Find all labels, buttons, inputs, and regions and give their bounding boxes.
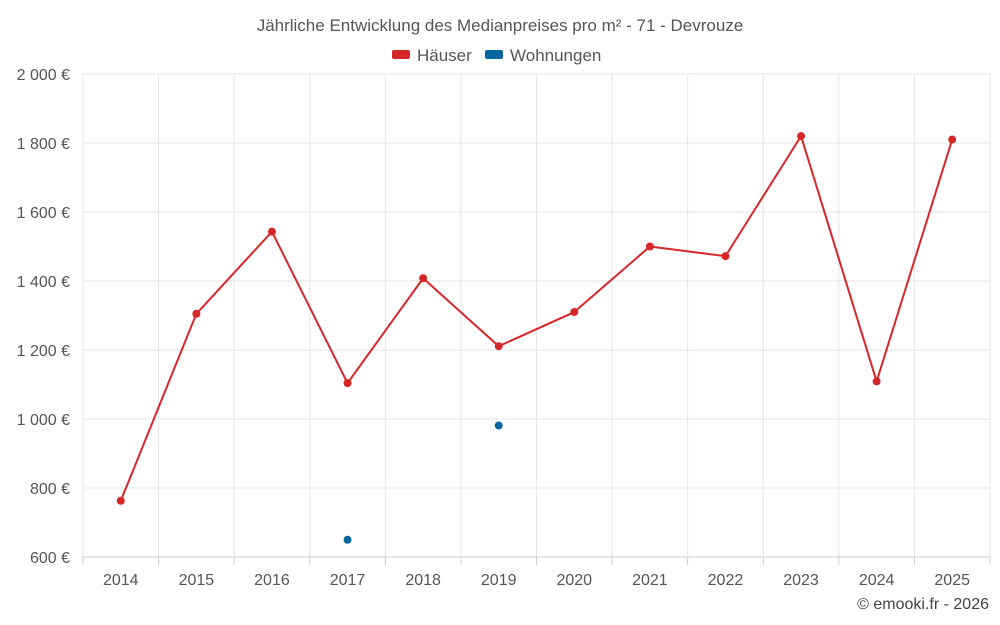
series-line-haeuser <box>119 135 954 502</box>
credit-text: © emooki.fr - 2026 <box>857 596 989 613</box>
data-point-haeuser-2018[interactable] <box>419 274 428 283</box>
x-tick-label: 2025 <box>934 572 970 589</box>
legend-label-wohnungen: Wohnungen <box>510 46 601 65</box>
series-layer <box>116 132 957 544</box>
y-tick-label: 1 000 € <box>17 412 70 429</box>
x-tick-label: 2016 <box>254 572 290 589</box>
data-point-haeuser-2019[interactable] <box>494 342 503 351</box>
x-tick-label: 2022 <box>708 572 744 589</box>
legend-swatch-haeuser <box>392 50 410 59</box>
y-tick-label: 600 € <box>30 550 70 567</box>
x-tick-label: 2019 <box>481 572 517 589</box>
grid <box>82 73 991 558</box>
x-tick-label: 2023 <box>783 572 819 589</box>
data-point-wohnungen-2019[interactable] <box>494 421 503 430</box>
x-tick-label: 2017 <box>330 572 366 589</box>
data-point-haeuser-2022[interactable] <box>721 252 730 261</box>
y-tick-label: 1 600 € <box>17 205 70 222</box>
data-point-haeuser-2015[interactable] <box>192 309 201 318</box>
chart-title: Jährliche Entwicklung des Medianpreises … <box>257 16 744 35</box>
data-point-haeuser-2014[interactable] <box>116 496 125 505</box>
x-tick-label: 2024 <box>859 572 895 589</box>
data-point-haeuser-2017[interactable] <box>343 379 352 388</box>
data-point-haeuser-2020[interactable] <box>570 308 579 317</box>
x-tick-label: 2018 <box>405 572 441 589</box>
data-point-haeuser-2021[interactable] <box>645 242 654 251</box>
legend-swatch-wohnungen <box>485 50 503 59</box>
y-tick-label: 1 400 € <box>17 274 70 291</box>
x-tick-label: 2015 <box>179 572 215 589</box>
legend-item-wohnungen[interactable]: Wohnungen <box>485 46 601 65</box>
data-point-haeuser-2016[interactable] <box>267 227 276 236</box>
y-axis: 600 € 800 € 1 000 € 1 200 € 1 400 € 1 600 € 1 … <box>17 67 70 567</box>
legend: Häuser Wohnungen <box>392 46 601 65</box>
data-point-haeuser-2025[interactable] <box>948 135 957 144</box>
y-tick-label: 2 000 € <box>17 67 70 84</box>
data-point-wohnungen-2017[interactable] <box>343 535 352 544</box>
x-tick-label: 2020 <box>556 572 592 589</box>
y-tick-label: 1 800 € <box>17 136 70 153</box>
data-point-haeuser-2024[interactable] <box>872 377 881 386</box>
y-tick-label: 800 € <box>30 481 70 498</box>
legend-item-haeuser[interactable]: Häuser <box>392 46 472 65</box>
data-point-haeuser-2023[interactable] <box>797 132 806 141</box>
y-tick-label: 1 200 € <box>17 343 70 360</box>
x-axis: 2014 2015 2016 2017 2018 2019 2020 2021 2022 2023… <box>82 556 991 589</box>
x-tick-label: 2021 <box>632 572 668 589</box>
x-tick-label: 2014 <box>103 572 139 589</box>
legend-label-haeuser: Häuser <box>417 46 472 65</box>
